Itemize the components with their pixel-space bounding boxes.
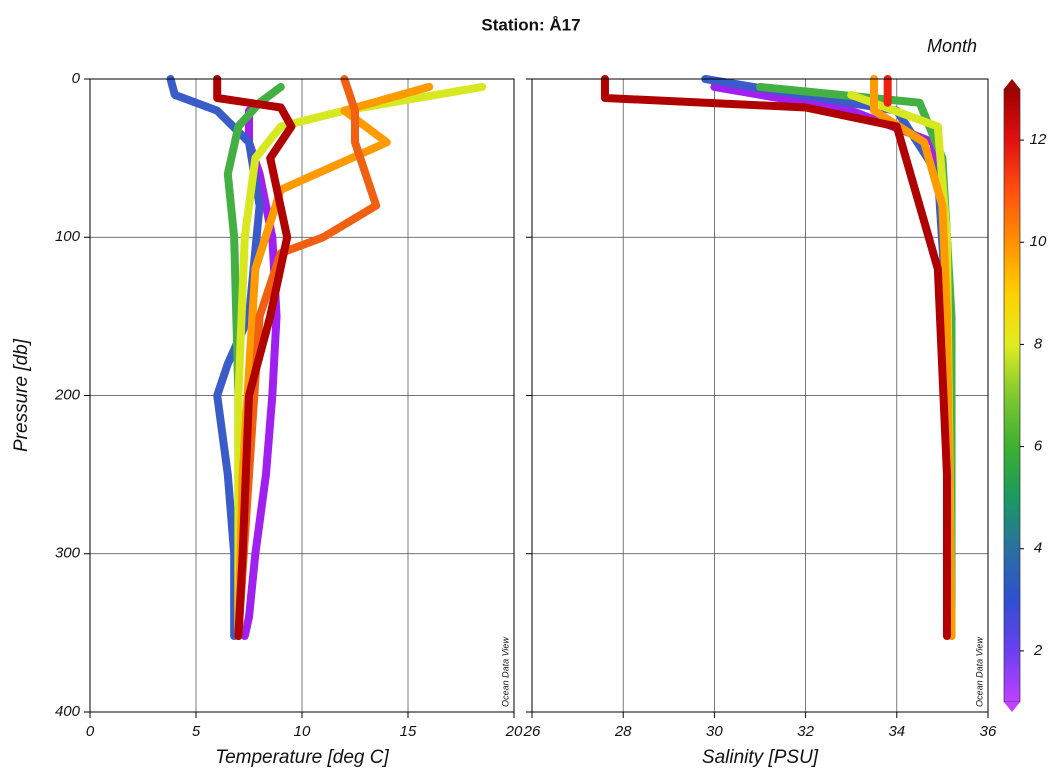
watermark: Ocean Data View <box>500 637 510 707</box>
plot-frame <box>89 78 515 713</box>
x-axis-label: Salinity [PSU] <box>702 747 819 768</box>
colorbar-tick-label: 4 <box>1034 540 1042 557</box>
y-tick-label: 100 <box>55 228 81 245</box>
chart-title: Station: Å17 <box>481 15 580 34</box>
colorbar <box>1003 88 1021 703</box>
x-tick-label: 10 <box>294 723 311 740</box>
colorbar-arrow <box>1004 702 1020 712</box>
x-tick-label: 15 <box>400 723 417 740</box>
profile-line <box>870 75 956 641</box>
profile-line <box>600 75 951 641</box>
y-tick-label: 0 <box>72 70 81 87</box>
y-tick-label: 300 <box>55 545 81 562</box>
x-tick-label: 30 <box>706 723 723 740</box>
profile-line <box>213 75 296 641</box>
colorbar-tick-label: 10 <box>1030 233 1047 250</box>
colorbar-title: Month <box>927 36 977 56</box>
watermark: Ocean Data View <box>974 637 984 707</box>
x-tick-label: 32 <box>797 723 814 740</box>
colorbar-arrow <box>1004 79 1020 89</box>
colorbar-tick-label: 12 <box>1030 131 1047 148</box>
x-tick-label: 34 <box>888 723 905 740</box>
y-tick-label: 200 <box>54 386 81 403</box>
x-tick-label: 36 <box>980 723 997 740</box>
colorbar-tick-label: 2 <box>1033 642 1043 659</box>
x-tick-label: 26 <box>523 723 541 740</box>
y-tick-label: 400 <box>55 703 81 720</box>
x-tick-label: 20 <box>505 723 523 740</box>
profile-line <box>234 75 381 641</box>
colorbar-tick-label: 6 <box>1034 438 1043 455</box>
x-tick-label: 28 <box>614 723 632 740</box>
plot-frame <box>531 78 989 713</box>
x-tick-label: 0 <box>86 723 95 740</box>
x-axis-label: Temperature [deg C] <box>215 747 389 768</box>
colorbar-tick-label: 8 <box>1034 335 1043 352</box>
y-axis-label: Pressure [db] <box>11 338 32 452</box>
x-tick-label: 5 <box>192 723 201 740</box>
